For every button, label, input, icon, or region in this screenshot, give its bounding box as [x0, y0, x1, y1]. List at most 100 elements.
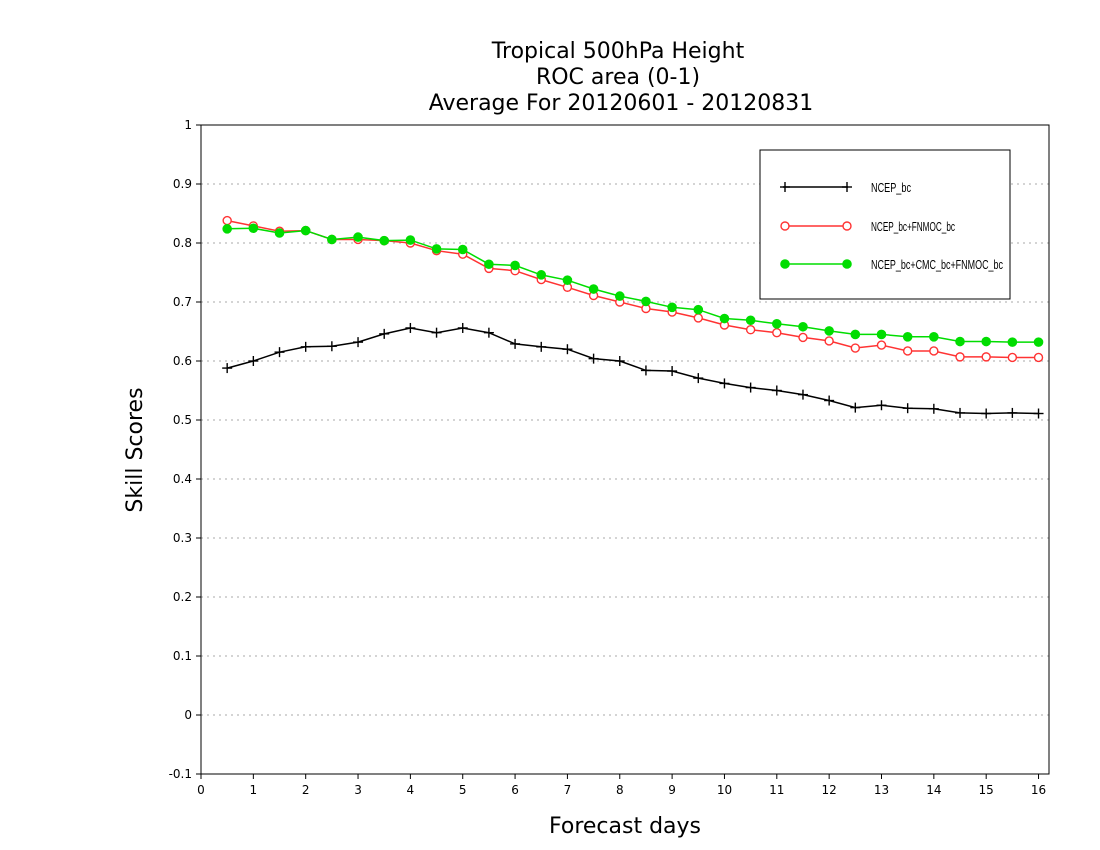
x-tick-label: 14: [926, 783, 941, 797]
x-tick-label: 10: [717, 783, 732, 797]
title-line-3: Average For 20120601 - 20120831: [429, 91, 814, 116]
filled-circle-marker: [614, 291, 625, 301]
filled-circle-marker: [1033, 337, 1044, 347]
filled-circle-marker: [248, 223, 259, 234]
open-circle-marker: [222, 215, 232, 226]
x-tick-label: 16: [1031, 783, 1046, 797]
filled-circle-marker: [1007, 337, 1018, 347]
legend-entry-0: NCEP_bc: [780, 180, 911, 195]
open-circle-marker: [1033, 352, 1044, 363]
open-circle-marker: [955, 352, 965, 362]
filled-circle-marker: [850, 329, 861, 340]
x-tick-label: 5: [459, 783, 467, 797]
x-axis-title: Forecast days: [549, 814, 701, 839]
legend-label: NCEP_bc+CMC_bc+FNMOC_bc: [871, 257, 1003, 272]
y-tick-label: 0.8: [173, 236, 192, 250]
open-circle-marker: [850, 343, 861, 353]
filled-circle-marker: [510, 260, 520, 271]
filled-circle-marker: [981, 336, 991, 347]
y-tick-label: 0.4: [173, 472, 192, 486]
x-tick-label: 3: [354, 783, 362, 797]
filled-circle-marker: [745, 315, 756, 326]
y-tick-label: 0.6: [173, 354, 192, 368]
y-tick-label: 0.2: [173, 590, 192, 604]
filled-circle-marker: [562, 275, 573, 285]
filled-circle-marker: [798, 321, 808, 332]
x-tick-label: 12: [822, 783, 837, 797]
series-0: [222, 322, 1044, 419]
filled-circle-marker: [824, 326, 834, 336]
open-circle-marker: [745, 325, 756, 335]
filled-circle-marker: [379, 235, 390, 246]
filled-circle-marker: [274, 228, 285, 238]
open-circle-marker: [902, 346, 913, 356]
filled-circle-marker: [955, 336, 965, 347]
filled-circle-marker: [667, 302, 677, 313]
filled-circle-marker: [300, 225, 311, 236]
y-axis-title: Skill Scores: [123, 387, 148, 512]
filled-circle-marker: [641, 296, 651, 307]
open-circle-marker: [693, 313, 703, 323]
filled-circle-marker: [772, 319, 782, 329]
filled-circle-marker: [842, 259, 852, 269]
y-tick-label: 0.5: [173, 413, 192, 427]
x-tick-label: 2: [302, 783, 310, 797]
open-circle-marker: [981, 352, 991, 362]
axis-ticks: -0.100.10.20.30.40.50.60.70.80.910 1 2 3 4 5 6…: [169, 118, 1047, 797]
y-tick-label: 0.3: [173, 531, 192, 545]
open-circle-marker: [798, 332, 808, 343]
open-circle-marker: [772, 327, 782, 338]
x-tick-label: 9: [668, 783, 676, 797]
filled-circle-marker: [457, 244, 468, 255]
x-tick-label: 7: [564, 783, 572, 797]
legend: NCEP_bc NCEP_bc+FNMOC_bc NCEP_bc+CMC_bc+FN…: [759, 149, 1011, 300]
y-tick-label: 0: [184, 708, 192, 722]
title-line-2: ROC area (0-1): [536, 65, 700, 90]
x-tick-label: 15: [979, 783, 994, 797]
x-tick-label: 8: [616, 783, 624, 797]
series-2: [222, 223, 1044, 347]
series-line: [227, 327, 1039, 415]
open-circle-marker: [780, 221, 790, 231]
open-circle-marker: [876, 340, 887, 350]
series-layer: [222, 215, 1044, 419]
filled-circle-marker: [902, 332, 913, 342]
y-tick-label: 1: [184, 118, 192, 132]
open-circle-marker: [824, 336, 834, 346]
filled-circle-marker: [353, 232, 363, 242]
y-tick-label: -0.1: [169, 767, 192, 781]
chart-title: Tropical 500hPa Height ROC area (0-1) Av…: [429, 39, 814, 116]
filled-circle-marker: [222, 224, 232, 234]
filled-circle-marker: [327, 234, 337, 245]
open-circle-marker: [1007, 352, 1018, 363]
x-tick-label: 11: [769, 783, 784, 797]
y-tick-label: 0.9: [173, 177, 192, 191]
legend-entry-1: NCEP_bc+FNMOC_bc: [780, 219, 955, 234]
filled-circle-marker: [405, 235, 416, 245]
x-tick-label: 0: [197, 783, 205, 797]
legend-entry-2: NCEP_bc+CMC_bc+FNMOC_bc: [780, 257, 1003, 272]
filled-circle-marker: [588, 284, 599, 294]
filled-circle-marker: [780, 259, 790, 269]
legend-box: [759, 149, 1011, 300]
filled-circle-marker: [693, 304, 704, 315]
x-tick-label: 4: [407, 783, 415, 797]
open-circle-marker: [842, 221, 852, 231]
legend-label: NCEP_bc: [871, 180, 911, 195]
x-tick-label: 1: [250, 783, 258, 797]
title-line-1: Tropical 500hPa Height: [491, 39, 745, 64]
filled-circle-marker: [876, 329, 887, 340]
x-tick-label: 6: [511, 783, 519, 797]
plot-frame: [200, 124, 1050, 775]
filled-circle-marker: [431, 244, 442, 254]
legend-label: NCEP_bc+FNMOC_bc: [871, 219, 955, 234]
filled-circle-marker: [536, 270, 547, 280]
x-tick-label: 13: [874, 783, 889, 797]
open-circle-marker: [929, 346, 939, 356]
filled-circle-marker: [719, 313, 730, 324]
filled-circle-marker: [484, 259, 494, 270]
filled-circle-marker: [929, 332, 939, 342]
y-tick-label: 0.1: [173, 649, 192, 663]
y-tick-label: 0.7: [173, 295, 192, 309]
